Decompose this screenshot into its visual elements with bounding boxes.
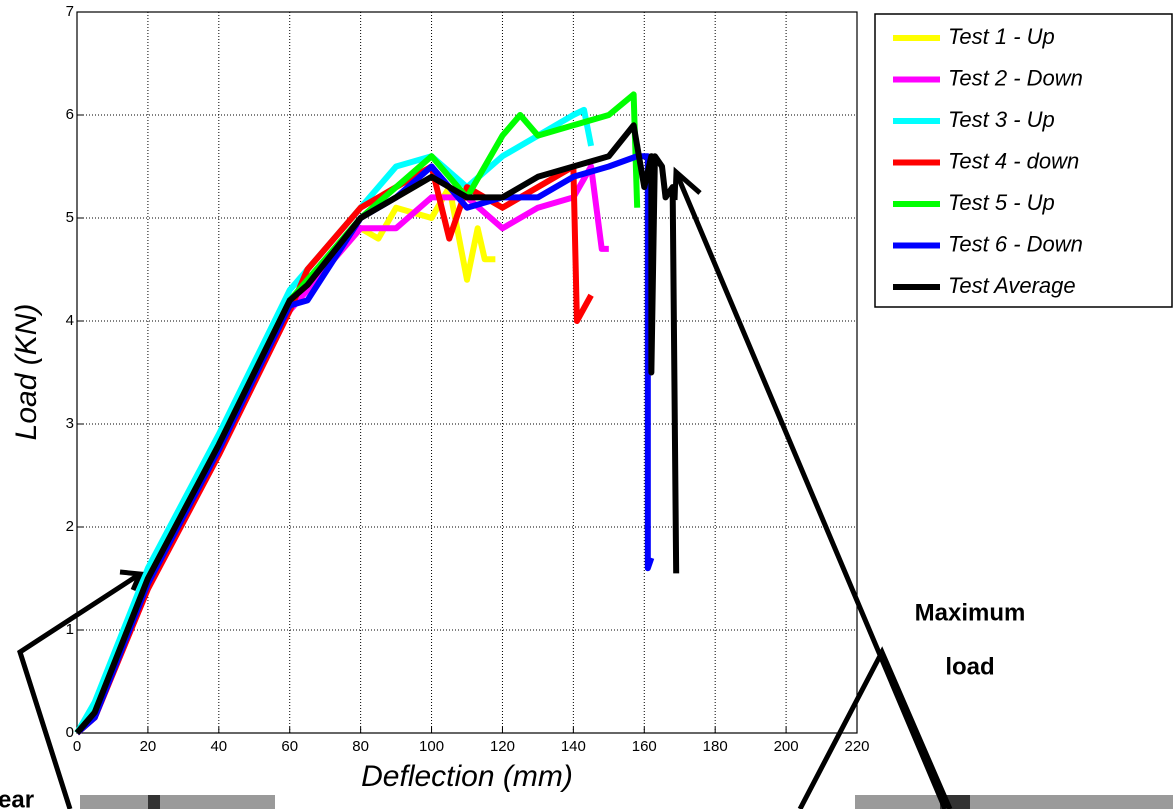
legend-label: Test 2 - Down bbox=[948, 65, 1083, 90]
photo-fragment bbox=[80, 795, 275, 809]
photo-fragment bbox=[855, 795, 1173, 809]
y-tick-label: 7 bbox=[66, 3, 74, 20]
arrow bbox=[673, 171, 948, 809]
x-tick-label: 0 bbox=[73, 738, 81, 755]
y-tick-label: 2 bbox=[66, 518, 74, 535]
arrow bbox=[17, 571, 142, 809]
arrow bbox=[797, 646, 953, 809]
x-tick-label: 160 bbox=[632, 738, 657, 755]
series-line bbox=[74, 122, 680, 735]
x-tick-label: 220 bbox=[844, 738, 869, 755]
arrow-head bbox=[119, 569, 144, 592]
annotation: ear bbox=[0, 786, 34, 809]
annotation: load bbox=[945, 653, 994, 680]
plot-area bbox=[77, 12, 857, 733]
series-line bbox=[74, 106, 595, 735]
x-axis-label: Deflection (mm) bbox=[361, 760, 573, 793]
y-axis-label: Load (KN) bbox=[10, 304, 43, 441]
x-tick-label: 120 bbox=[490, 738, 515, 755]
legend: Test 1 - Up Test 2 - Down Test 3 - Up Test … bbox=[893, 24, 1083, 298]
legend-label: Test 6 - Down bbox=[948, 231, 1083, 256]
legend-label: Test 1 - Up bbox=[948, 24, 1055, 49]
x-tick-label: 40 bbox=[210, 738, 227, 755]
arrow-head bbox=[672, 166, 702, 201]
x-tick-label: 20 bbox=[140, 738, 157, 755]
y-tick-label: 5 bbox=[66, 209, 74, 226]
x-tick-label: 140 bbox=[561, 738, 586, 755]
legend-label: Test Average bbox=[948, 273, 1076, 298]
x-tick-label: 100 bbox=[419, 738, 444, 755]
y-tick-label: 3 bbox=[66, 415, 74, 432]
y-tick-label: 6 bbox=[66, 106, 74, 123]
legend-label: Test 5 - Up bbox=[948, 190, 1055, 215]
y-tick-label: 4 bbox=[66, 312, 74, 329]
y-tick-label: 1 bbox=[66, 621, 74, 638]
plot-frame bbox=[76, 11, 858, 734]
legend-label: Test 3 - Up bbox=[948, 107, 1055, 132]
x-tick-label: 180 bbox=[703, 738, 728, 755]
annotation: Maximum bbox=[915, 599, 1026, 626]
photo-fragment bbox=[148, 795, 160, 809]
legend-label: Test 4 - down bbox=[948, 148, 1079, 173]
arrows bbox=[17, 166, 953, 809]
x-tick-label: 60 bbox=[281, 738, 298, 755]
x-tick-label: 200 bbox=[774, 738, 799, 755]
x-tick-label: 80 bbox=[352, 738, 369, 755]
y-tick-label: 0 bbox=[66, 724, 74, 741]
